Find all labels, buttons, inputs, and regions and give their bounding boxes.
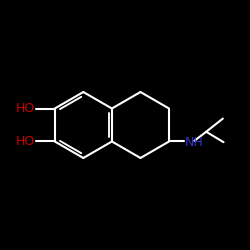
- Text: HO: HO: [16, 135, 35, 148]
- Text: NH: NH: [185, 136, 204, 149]
- Text: HO: HO: [16, 102, 35, 115]
